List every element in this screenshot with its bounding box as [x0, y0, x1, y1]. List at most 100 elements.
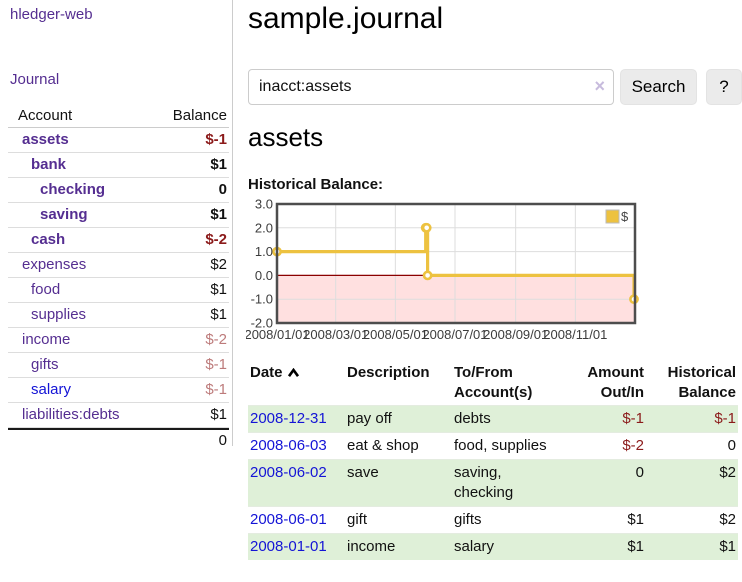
help-button[interactable]: ?: [706, 69, 742, 105]
transaction-amount: $-2: [564, 432, 646, 459]
transaction-accounts: debts: [452, 405, 564, 432]
transaction-balance: $1: [646, 533, 738, 560]
svg-text:-1.0: -1.0: [251, 292, 273, 307]
transaction-date-link[interactable]: 2008-06-02: [250, 464, 327, 481]
account-balance: $-2: [147, 228, 229, 253]
account-row: salary $-1: [8, 378, 229, 403]
account-link[interactable]: assets: [22, 131, 69, 148]
transaction-balance: $-1: [646, 405, 738, 432]
account-link[interactable]: liabilities:debts: [22, 406, 120, 423]
svg-text:$: $: [621, 209, 629, 224]
transaction-date-link[interactable]: 2008-06-03: [250, 437, 327, 454]
svg-text:-2.0: -2.0: [251, 316, 273, 331]
account-balance: $1: [147, 278, 229, 303]
transaction-amount: 0: [564, 459, 646, 506]
transaction-amount: $1: [564, 533, 646, 560]
register-header-date[interactable]: Date: [248, 361, 345, 405]
account-link[interactable]: supplies: [31, 306, 87, 323]
accounts-table: Account Balance assets $-1 bank $1 checking 0…: [8, 104, 229, 453]
account-balance: $1: [147, 403, 229, 428]
historical-balance-chart: $3.0 2.0 1.0 0.0 -1.0 -2.0 2008/01/01 2008/03/0…: [244, 197, 642, 349]
transaction-row: 2008-06-01 gift gifts $1 $2: [248, 506, 738, 533]
transaction-accounts: salary: [452, 533, 564, 560]
account-balance: $-1: [147, 378, 229, 403]
brand-link[interactable]: hledger-web: [10, 6, 93, 23]
search-button[interactable]: Search: [620, 69, 697, 105]
svg-text:2008/05/01: 2008/05/01: [363, 327, 428, 342]
account-row: bank $1: [8, 153, 229, 178]
account-balance: $1: [147, 153, 229, 178]
account-balance: $1: [147, 203, 229, 228]
account-row: supplies $1: [8, 303, 229, 328]
page-title: sample.journal: [248, 2, 444, 35]
account-heading: assets: [248, 122, 324, 152]
account-balance: $-1: [147, 128, 229, 153]
transaction-balance: 0: [646, 432, 738, 459]
accounts-total-value: 0: [147, 428, 229, 453]
transaction-description: income: [345, 533, 452, 560]
search-bar: × Search ?: [248, 69, 742, 105]
account-balance: $1: [147, 303, 229, 328]
sort-ascending-icon: [287, 364, 300, 384]
account-link[interactable]: gifts: [31, 356, 59, 373]
svg-text:2008/11/01: 2008/11/01: [543, 327, 607, 342]
account-balance: $-2: [147, 328, 229, 353]
transaction-description: save: [345, 459, 452, 506]
svg-text:0.0: 0.0: [255, 268, 273, 283]
svg-text:2008/03/01: 2008/03/01: [303, 327, 368, 342]
search-field-wrap: ×: [248, 69, 614, 105]
svg-text:2008/09/01: 2008/09/01: [483, 327, 548, 342]
account-row: checking 0: [8, 178, 229, 203]
svg-text:2.0: 2.0: [255, 220, 273, 235]
account-link[interactable]: food: [31, 281, 61, 298]
svg-text:1.0: 1.0: [255, 244, 273, 259]
transaction-amount: $1: [564, 506, 646, 533]
account-link[interactable]: bank: [31, 156, 67, 173]
transaction-description: eat & shop: [345, 432, 452, 459]
account-row: food $1: [8, 278, 229, 303]
register-table: Date Description To/From Account(s) Amoun…: [248, 361, 738, 560]
account-row: income $-2: [8, 328, 229, 353]
transaction-row: 2008-01-01 income salary $1 $1: [248, 533, 738, 560]
account-link[interactable]: checking: [40, 181, 106, 198]
transaction-date-link[interactable]: 2008-12-31: [250, 410, 327, 427]
transaction-row: 2008-12-31 pay off debts $-1 $-1: [248, 405, 738, 432]
account-balance: $-1: [147, 353, 229, 378]
account-balance: 0: [147, 178, 229, 203]
transaction-description: pay off: [345, 405, 452, 432]
accounts-header-account: Account: [8, 104, 148, 128]
clear-search-icon[interactable]: ×: [594, 76, 605, 96]
register-header-accounts: To/From Account(s): [454, 364, 533, 401]
account-row: cash $-2: [8, 228, 229, 253]
transaction-date-link[interactable]: 2008-06-01: [250, 511, 327, 528]
svg-text:2008/07/01: 2008/07/01: [422, 327, 487, 342]
account-row: expenses $2: [8, 253, 229, 278]
transaction-description: gift: [345, 506, 452, 533]
account-row: liabilities:debts $1: [8, 403, 229, 428]
register-header-balance: Historical Balance: [667, 364, 736, 401]
account-link[interactable]: cash: [31, 231, 66, 248]
sidebar: hledger-web Journal Account Balance asse…: [0, 0, 233, 449]
account-link[interactable]: salary: [31, 381, 72, 398]
transaction-accounts: food, supplies: [452, 432, 564, 459]
search-input[interactable]: [248, 69, 614, 105]
account-link[interactable]: saving: [40, 206, 88, 223]
account-row: saving $1: [8, 203, 229, 228]
transaction-balance: $2: [646, 506, 738, 533]
transaction-row: 2008-06-02 save saving, checking 0 $2: [248, 459, 738, 506]
transaction-date-link[interactable]: 2008-01-01: [250, 538, 327, 555]
transaction-balance: $2: [646, 459, 738, 506]
svg-text:2008/01/01: 2008/01/01: [246, 327, 310, 342]
transaction-accounts: gifts: [452, 506, 564, 533]
svg-text:3.0: 3.0: [255, 199, 273, 212]
chart-title: Historical Balance:: [248, 176, 384, 193]
account-link[interactable]: expenses: [22, 256, 87, 273]
accounts-header-balance: Balance: [147, 104, 229, 128]
transaction-accounts: saving, checking: [452, 459, 564, 506]
sidebar-item-journal[interactable]: Journal: [10, 71, 60, 88]
account-row: assets $-1: [8, 128, 229, 153]
account-link[interactable]: income: [22, 331, 71, 348]
transaction-row: 2008-06-03 eat & shop food, supplies $-2 0: [248, 432, 738, 459]
register-header-description: Description: [347, 364, 430, 381]
transaction-amount: $-1: [564, 405, 646, 432]
